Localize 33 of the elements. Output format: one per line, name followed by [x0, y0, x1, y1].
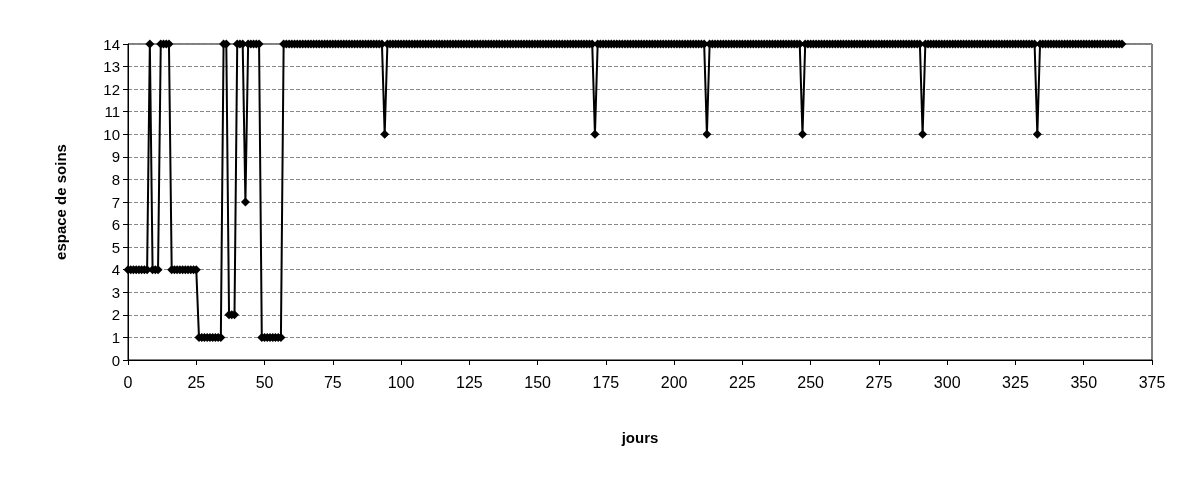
y-tick-label: 4	[111, 261, 120, 279]
y-tick-label: 12	[103, 80, 120, 98]
x-tick-label: 50	[255, 373, 274, 391]
x-tick-label: 350	[1070, 373, 1098, 391]
x-tick-label: 0	[123, 373, 133, 391]
x-tick-label: 225	[729, 373, 756, 391]
y-axis-title: espace de soins	[52, 144, 69, 260]
y-tick-label: 7	[111, 193, 120, 211]
y-tick-label: 9	[111, 148, 120, 166]
x-tick-label: 75	[323, 373, 342, 391]
x-tick-label: 325	[1002, 373, 1029, 391]
x-tick-label: 100	[387, 373, 415, 391]
y-tick-label: 13	[103, 58, 120, 76]
y-tick-label: 3	[111, 283, 120, 301]
x-tick-label: 300	[933, 373, 961, 391]
y-tick-label: 0	[111, 351, 120, 369]
x-tick-label: 200	[660, 373, 688, 391]
x-tick-label: 25	[187, 373, 206, 391]
y-tick-label: 11	[104, 103, 120, 121]
x-tick-label: 375	[1138, 373, 1166, 391]
x-axis-title: jours	[620, 429, 659, 446]
y-tick-label: 6	[111, 216, 120, 234]
x-tick-label: 150	[524, 373, 552, 391]
x-tick-label: 250	[797, 373, 825, 391]
x-tick-label: 275	[865, 373, 893, 391]
x-tick-label: 125	[455, 373, 483, 391]
y-tick-label: 2	[111, 306, 120, 324]
y-tick-label: 5	[111, 238, 120, 256]
x-tick-label: 175	[592, 373, 620, 391]
y-tick-label: 8	[111, 170, 120, 188]
y-tick-label: 1	[111, 328, 120, 346]
y-tick-label: 10	[103, 125, 120, 143]
y-tick-label: 14	[103, 35, 120, 53]
